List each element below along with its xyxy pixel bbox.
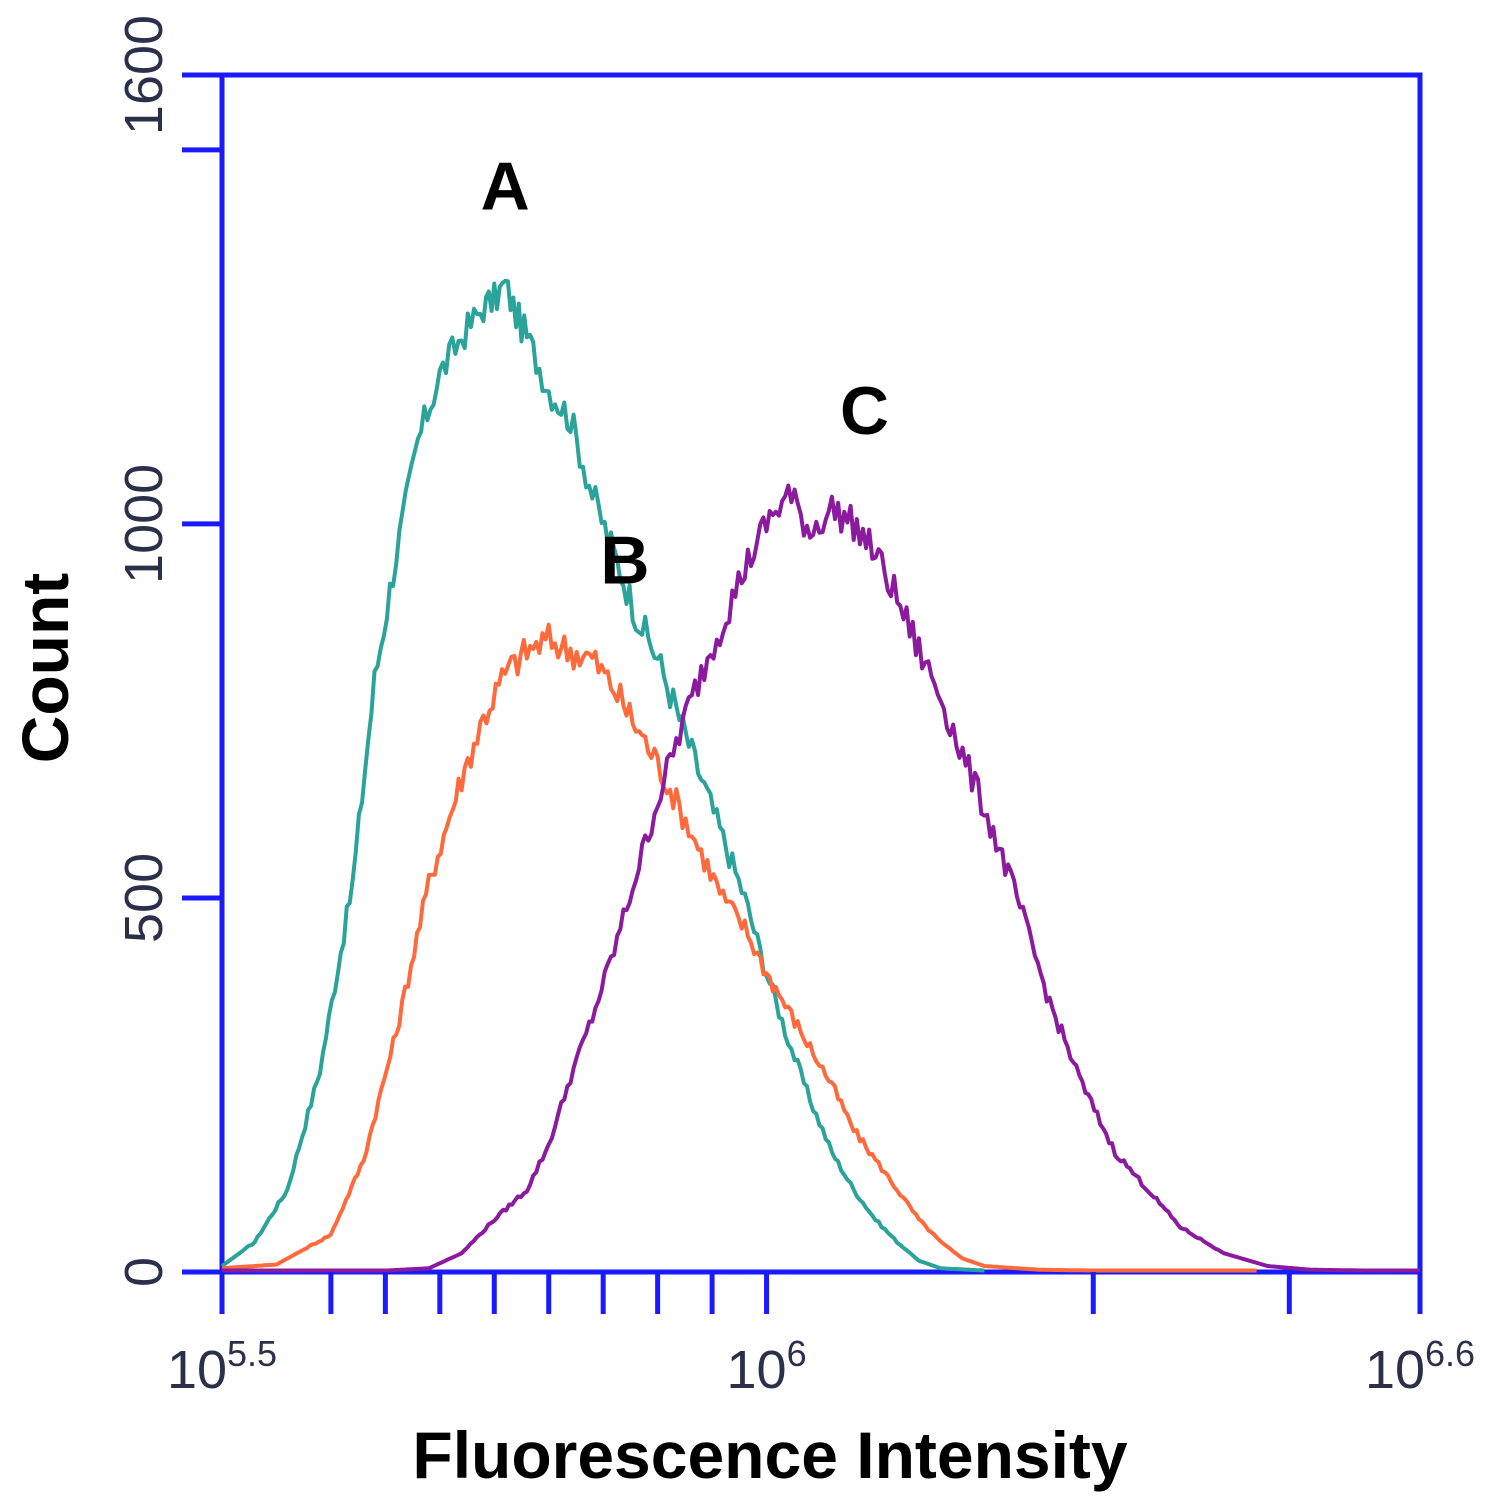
curve-label-b: B xyxy=(600,523,649,599)
curve-label-c: C xyxy=(840,373,889,449)
y-tick-label: 0 xyxy=(114,1257,174,1287)
x-tick-label: 105.5 xyxy=(167,1333,277,1400)
axes: 105.5 106 106.6 0 500 1000 1600 xyxy=(114,15,1475,1400)
series-b-line xyxy=(221,622,1257,1273)
series-a-line xyxy=(220,278,985,1273)
x-axis-title: Fluorescence Intensity xyxy=(412,1418,1128,1492)
y-tick-label: 1600 xyxy=(114,15,174,135)
series-c-line xyxy=(222,483,1420,1273)
plot-border xyxy=(219,72,1423,1275)
histogram-series xyxy=(220,278,1420,1273)
plot-frame xyxy=(219,72,1423,1275)
x-tick-label: 106 xyxy=(726,1333,806,1400)
curve-label-a: A xyxy=(481,149,530,225)
x-tick-label: 106.6 xyxy=(1365,1333,1475,1400)
y-axis-title: Count xyxy=(8,573,82,764)
curve-annotations: A B C xyxy=(481,149,890,599)
y-tick-label: 500 xyxy=(114,853,174,943)
y-tick-label: 1000 xyxy=(114,464,174,584)
